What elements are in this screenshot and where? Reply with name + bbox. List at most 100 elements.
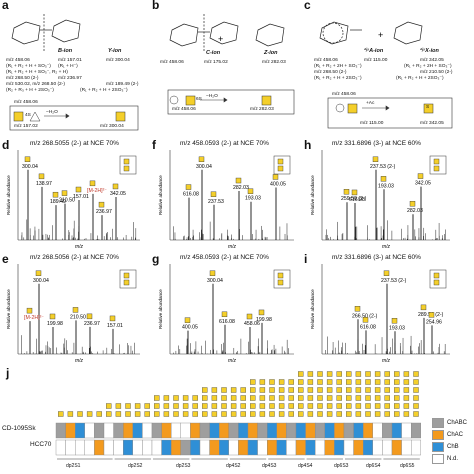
glycan-icon	[134, 403, 141, 409]
scheme-drawings: + +	[9, 14, 453, 131]
panel-label-j: j	[6, 366, 10, 380]
glycan-icon	[211, 411, 218, 417]
c-box-5: S	[426, 105, 430, 110]
heatmap-cell	[257, 422, 268, 439]
b-box-2: m/z 458.06	[172, 107, 196, 112]
a-mz-3: m/z 157.01	[58, 58, 82, 63]
group-label-dp2s1: dp2S1	[66, 463, 81, 469]
heatmap-cell	[218, 422, 229, 439]
glycan-icon	[394, 387, 400, 393]
glycan-icon	[221, 403, 227, 409]
glycan-icon	[96, 411, 102, 417]
heatmap-cell	[295, 422, 306, 439]
glycan-icon	[26, 307, 33, 314]
glycan-icon	[259, 395, 266, 401]
heatmap-cell	[103, 439, 114, 456]
heatmap-cell	[276, 422, 287, 439]
heatmap-cell	[218, 439, 229, 456]
spectrum-d: Relative abundance m/z 300.04 210.50 236.97 1…	[6, 150, 140, 250]
b-mz-1: m/z 458.06	[160, 60, 184, 65]
a-mz-11: (R₂ + R₃ + H + 2SO₃⁻)	[6, 88, 54, 93]
row-label-cd1095sk: CD-1095Sk	[2, 425, 36, 432]
glycan-icon	[365, 403, 371, 409]
xlabel-e: m/z	[75, 358, 84, 364]
glycan-icon	[154, 395, 160, 401]
glycan-icon	[362, 317, 369, 323]
heatmap-cell	[411, 439, 422, 456]
heatmap-cell	[257, 439, 268, 456]
peak-label: 616.08	[183, 192, 199, 198]
peak-label: 193.03	[378, 183, 394, 189]
glycan-icon	[384, 403, 390, 409]
glycan-icon	[278, 387, 285, 393]
c-mz-1: m/z 458.06	[314, 58, 338, 63]
glycan-icon	[346, 371, 352, 377]
glycan-icon	[288, 395, 294, 401]
c-box-3: m/z 342.05	[420, 121, 444, 126]
glycan-icon	[317, 379, 323, 385]
glycan-icon	[269, 395, 275, 401]
c-ion-label: C-ion	[206, 50, 221, 56]
a-mz-2: (R₁ + R₂ + H + SO₃⁻)	[6, 64, 51, 69]
heatmap-cell	[113, 422, 124, 439]
a-box-3: −H₂O	[46, 110, 58, 115]
a-mz-12: (R₁ + R₂ + H + 2SO₃⁻)	[80, 88, 128, 93]
heatmap-cell	[267, 439, 278, 456]
glycan-icon	[247, 188, 254, 194]
heatmap-cell	[305, 422, 316, 439]
glycan-icon	[49, 313, 56, 320]
glycan-icon	[374, 395, 381, 401]
glycan-icon	[154, 403, 160, 409]
peak-label: 199.98	[47, 321, 63, 327]
ylabel-i: Relative abundance	[310, 289, 315, 329]
a-box-4: m/z 157.02	[14, 124, 38, 129]
glycan-icon	[346, 379, 352, 385]
spectrum-g: Relative abundance m/z 300.04 458.06 400.05 6…	[158, 264, 294, 364]
glycan-icon	[365, 395, 371, 401]
glycan-icon	[52, 191, 59, 198]
glycan-icon	[326, 403, 333, 409]
glycan-icon	[115, 403, 122, 409]
glycan-icon	[384, 411, 390, 417]
glycan-icon	[86, 313, 93, 320]
glycan-icon	[277, 279, 284, 286]
glycan-icon	[403, 379, 410, 385]
glycan-icon	[317, 403, 323, 409]
glycan-icon	[298, 403, 304, 409]
panel-label-e: e	[2, 252, 9, 266]
group-label-dp4s3: dp4S3	[262, 463, 277, 469]
glycan-icon	[61, 190, 68, 196]
xlabel-d: m/z	[75, 244, 84, 250]
glycan-icon	[307, 379, 314, 385]
peak-label: 266.50 (2-)	[352, 313, 378, 319]
xlabel-g: m/z	[228, 358, 237, 364]
heatmap-cell	[382, 439, 393, 456]
heatmap-cell	[372, 422, 383, 439]
glycan-icon	[298, 395, 304, 401]
glycan-icon	[336, 379, 342, 385]
glycan-icon	[394, 395, 400, 401]
glycan-icon	[259, 403, 266, 409]
glycan-icon	[391, 318, 398, 324]
glycan-icon	[346, 395, 352, 401]
glycan-icon	[86, 411, 93, 417]
glycan-icon	[192, 403, 198, 409]
peak-label: 193.03	[389, 325, 405, 331]
heatmap-cell	[142, 439, 153, 456]
heatmap-cell	[363, 422, 374, 439]
glycan-icon	[394, 411, 400, 417]
title-g: m/z 458.0593 (2-) at NCE 70%	[180, 254, 269, 261]
glycan-icon	[413, 379, 419, 385]
glycan-icon	[67, 411, 74, 417]
glycan-icon	[259, 411, 266, 417]
group-label-dp6s4: dp6S4	[366, 463, 381, 469]
glycan-icon	[277, 158, 284, 165]
glycan-icon	[374, 387, 381, 393]
x-ion-label: ²ʲ⁵X-ion	[420, 48, 439, 54]
c-box-2: m/z 115.00	[360, 121, 384, 126]
glycan-icon	[288, 379, 294, 385]
spectrum-h: Relative abundance m/z 237.53 (2-) 282.03 25…	[310, 150, 450, 250]
glycan-icon	[123, 158, 130, 165]
glycan-icon	[343, 189, 350, 195]
